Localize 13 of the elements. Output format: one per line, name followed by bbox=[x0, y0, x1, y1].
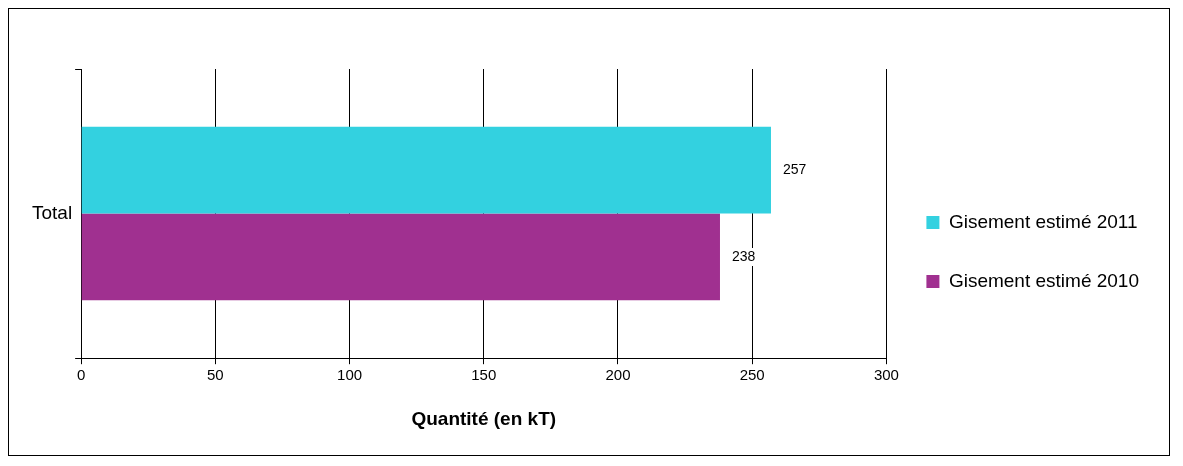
x-axis-title: Quantité (en kT) bbox=[411, 407, 557, 429]
legend-label: Gisement estimé 2010 bbox=[948, 269, 1139, 291]
x-tick-label: 50 bbox=[207, 366, 224, 384]
data-label: 238 bbox=[731, 247, 756, 264]
x-tick-label: 150 bbox=[471, 366, 497, 384]
legend-label: Gisement estimé 2011 bbox=[948, 210, 1138, 232]
x-tick-label: 300 bbox=[873, 366, 899, 384]
x-tick-label: 250 bbox=[739, 366, 765, 384]
x-tick-label: 0 bbox=[76, 366, 86, 384]
x-tick-label: 200 bbox=[605, 366, 631, 384]
x-tick-label: 100 bbox=[337, 366, 363, 384]
data-label: 257 bbox=[782, 161, 807, 178]
y-tick-label: Total bbox=[31, 201, 73, 223]
